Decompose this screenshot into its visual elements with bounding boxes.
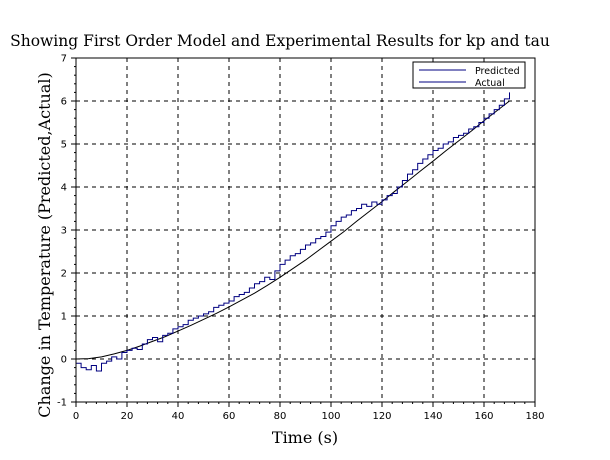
- x-tick-label: 100: [321, 411, 340, 422]
- y-tick-label: 1: [61, 312, 67, 323]
- y-tick-label: 3: [61, 226, 67, 237]
- x-tick-label: 40: [172, 411, 185, 422]
- y-tick-label: 5: [61, 140, 67, 151]
- x-tick-label: 180: [525, 411, 544, 422]
- series-line-predicted: [75, 100, 510, 360]
- y-tick-label: 2: [61, 269, 67, 280]
- x-tick-label: 80: [274, 411, 287, 422]
- legend-label-actual: Actual: [475, 78, 505, 89]
- chart-title: Showing First Order Model and Experiment…: [10, 32, 550, 50]
- series-line-actual: [76, 92, 510, 372]
- x-tick-label: 60: [223, 411, 236, 422]
- legend-label-predicted: Predicted: [475, 66, 520, 77]
- legend: Predicted Actual: [412, 61, 526, 89]
- x-tick-label: 0: [73, 411, 79, 422]
- y-tick-label: 7: [61, 54, 67, 65]
- x-axis-label: Time (s): [272, 428, 338, 447]
- x-tick-label: 160: [474, 411, 493, 422]
- y-tick-label: -1: [57, 398, 67, 409]
- x-tick-label: 140: [423, 411, 442, 422]
- y-tick-label: 0: [61, 355, 67, 366]
- series-group: [75, 92, 510, 372]
- x-tick-label: 120: [372, 411, 391, 422]
- x-tick-label: 20: [121, 411, 134, 422]
- plot-frame: [75, 57, 536, 403]
- y-axis-label: Change in Temperature (Predicted,Actual): [35, 72, 54, 417]
- y-tick-label: 6: [61, 97, 67, 108]
- y-tick-label: 4: [61, 183, 67, 194]
- legend-box: [412, 61, 526, 89]
